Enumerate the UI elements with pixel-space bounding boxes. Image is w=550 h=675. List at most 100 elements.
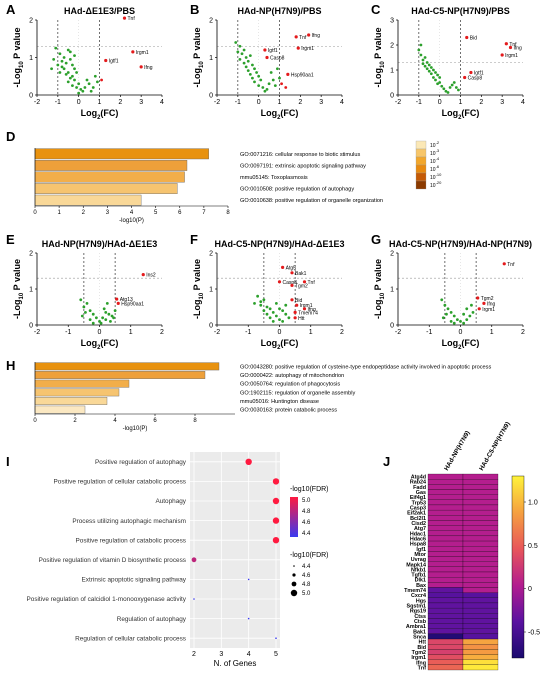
data-point <box>276 67 279 71</box>
y-axis-label: -Log10 P value <box>373 27 386 87</box>
x-axis-label: -log10(P) <box>123 426 148 432</box>
data-point <box>248 54 252 58</box>
panel-letter-b: B <box>190 2 199 17</box>
data-point <box>54 46 58 50</box>
x-tick-label: 3 <box>219 651 223 658</box>
data-point <box>242 61 246 65</box>
x-tick-label: 0 <box>98 329 102 336</box>
data-point <box>454 86 458 89</box>
heatmap-row-label: Htt <box>419 640 427 646</box>
panel-letter-d: D <box>6 129 15 144</box>
x-tick-label: -1 <box>235 99 241 106</box>
heatmap-cell <box>427 623 464 629</box>
bar <box>34 388 120 397</box>
color-tick-label: 5.0 <box>302 498 311 504</box>
size-legend-dot <box>293 565 295 567</box>
heatmap-cell <box>427 499 464 506</box>
heatmap-row-label: Bid <box>417 645 426 651</box>
bar-category-label: GO:0071216: cellular response to biotic … <box>240 152 361 158</box>
dot <box>272 497 280 505</box>
y-tick-label: 2 <box>209 251 213 258</box>
data-point <box>50 67 53 71</box>
data-point <box>438 81 442 84</box>
x-tick-label: 5 <box>154 210 158 216</box>
heatmap-row-label: Eif2ak1 <box>407 511 426 517</box>
point-label: Irgm1 <box>482 307 495 313</box>
size-legend-dot <box>290 589 298 597</box>
heatmap-cell <box>427 546 464 552</box>
heatmap-cell <box>427 638 464 645</box>
x-tick-label: 3 <box>319 99 323 106</box>
data-point <box>425 67 429 71</box>
point-label: Atg5 <box>286 265 297 271</box>
heatmap-cell <box>427 602 464 609</box>
heatmap-row-label: Bak1 <box>413 629 426 635</box>
x-tick-label: 0 <box>33 418 37 424</box>
heatmap-row-label: Rab24 <box>410 480 426 486</box>
heatmap-cell <box>427 494 464 500</box>
category-label: Extrinsic apoptotic signaling pathway <box>82 577 187 584</box>
legend-label: 10-2 <box>430 140 440 149</box>
heatmap-row-label: Hdac6 <box>410 536 426 542</box>
heatmap-row-label: Hdac1 <box>410 531 426 537</box>
data-point <box>80 314 84 318</box>
y-tick-label: 1 <box>29 55 33 62</box>
legend-label: 10-6 <box>430 164 440 173</box>
volcano-c: HAd-C5-NP(H7N9)/PBS -2 -1 0 1 2 3 4 0 1 2 3 Log2(FC)… <box>373 6 525 121</box>
x-tick-label: 2 <box>479 99 483 106</box>
x-tick-label: 4 <box>247 651 251 658</box>
x-tick-label: 3 <box>139 99 143 106</box>
data-point <box>91 86 95 89</box>
heatmap-cell <box>427 649 464 655</box>
data-point-labeled <box>115 297 119 301</box>
heatmap-cell <box>427 654 464 660</box>
x-tick-label: 0 <box>278 329 282 336</box>
data-point <box>71 84 74 88</box>
legend-swatch <box>415 140 427 150</box>
heatmap-cell <box>462 566 499 573</box>
data-point <box>238 57 242 61</box>
data-point <box>253 302 256 305</box>
heatmap-row-label: Uvrag <box>411 557 426 563</box>
heatmap-cell <box>462 515 499 521</box>
data-point-labeled <box>122 16 127 20</box>
data-point <box>107 312 111 316</box>
x-tick-label: -1 <box>426 329 432 336</box>
heatmap-column-label: HAd-NP(H7N9) <box>443 430 471 472</box>
data-point <box>429 72 433 76</box>
point-label: Hsp90aa1 <box>121 301 144 307</box>
heatmap-cell <box>427 504 464 511</box>
data-point <box>465 307 469 311</box>
volcano-b: HAd-NP(H7N9)/PBS -2 -1 0 1 2 3 4 0 1 2 Log2(FC) -Log… <box>192 6 344 121</box>
x-tick-label: 7 <box>202 210 206 216</box>
x-tick-label: -1 <box>65 329 71 336</box>
data-point <box>259 303 263 307</box>
data-point-labeled <box>502 262 506 266</box>
legend-label: 10-3 <box>430 148 440 157</box>
heatmap-row-label: Cxcr4 <box>411 593 426 599</box>
y-tick-label: 2 <box>29 18 33 25</box>
data-point <box>421 58 425 62</box>
data-point <box>452 321 456 325</box>
x-tick-label: 2 <box>298 99 302 106</box>
heatmap-cell <box>427 509 464 516</box>
heatmap-row-label: Bax <box>416 583 426 589</box>
heatmap-cell <box>462 597 499 604</box>
data-point-labeled <box>265 55 269 60</box>
y-tick-label: 2 <box>29 251 33 258</box>
y-tick-label: 1 <box>390 68 394 75</box>
data-point <box>253 67 256 71</box>
data-point-labeled <box>296 46 300 50</box>
data-point <box>423 64 427 68</box>
data-point <box>236 50 240 54</box>
data-point <box>75 71 78 74</box>
heatmap-cell <box>462 592 499 598</box>
data-point <box>441 316 445 320</box>
heatmap-cell <box>427 566 464 573</box>
data-point <box>459 320 462 323</box>
heatmap-cell <box>462 479 499 485</box>
heatmap-cell <box>427 515 464 521</box>
data-point <box>60 59 64 63</box>
x-tick-label: 2 <box>73 418 77 424</box>
heatmap-cell <box>462 561 499 567</box>
